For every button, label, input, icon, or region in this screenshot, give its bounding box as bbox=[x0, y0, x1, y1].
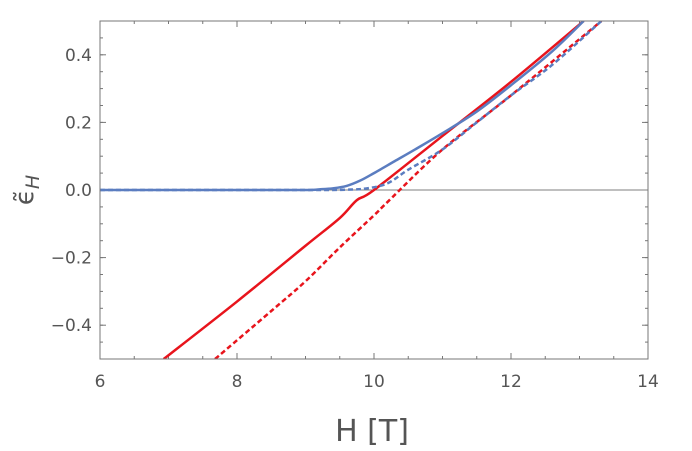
x-tick-label: 6 bbox=[95, 372, 106, 392]
y-axis-title: ϵ̃H bbox=[10, 175, 44, 205]
x-axis-title: H [T] bbox=[335, 414, 409, 449]
y-tick-label: −0.4 bbox=[51, 316, 92, 336]
x-tick-labels: 6 8 10 12 14 bbox=[95, 372, 659, 392]
plot-frame bbox=[99, 20, 649, 360]
y-tick-label: 0.2 bbox=[65, 113, 92, 133]
y-tick-label: 0.4 bbox=[65, 46, 92, 66]
y-axis-title-subscript: H bbox=[22, 175, 44, 189]
y-axis-title-base: ϵ̃ bbox=[10, 189, 40, 205]
y-tick-label: 0.0 bbox=[65, 181, 92, 201]
x-tick-label: 14 bbox=[637, 372, 659, 392]
x-tick-label: 8 bbox=[232, 372, 243, 392]
y-tick-label: −0.2 bbox=[51, 249, 92, 269]
series-layer bbox=[100, 21, 603, 359]
x-tick-label: 12 bbox=[500, 372, 522, 392]
series-line-3 bbox=[100, 21, 603, 192]
series-line-0 bbox=[162, 21, 585, 359]
series-line-1 bbox=[214, 21, 603, 359]
x-tick-label: 10 bbox=[363, 372, 385, 392]
y-tick-labels: −0.4 −0.2 0.0 0.2 0.4 bbox=[51, 46, 92, 336]
series-line-2 bbox=[100, 21, 585, 192]
